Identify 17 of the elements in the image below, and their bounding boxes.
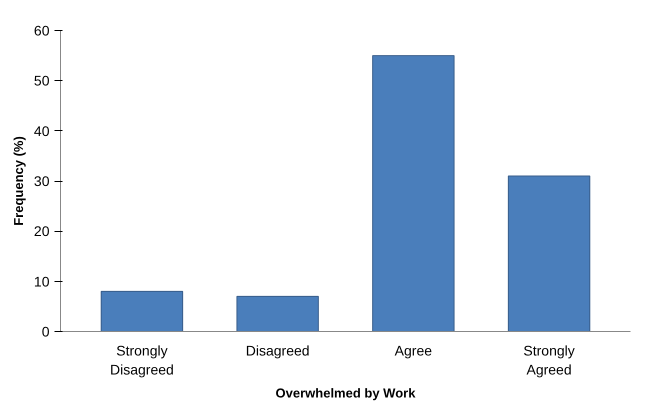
bar: [100, 290, 184, 332]
y-tick-label: 60: [34, 22, 50, 38]
x-tick-label: Strongly Disagreed: [110, 342, 174, 378]
bar: [236, 296, 319, 332]
x-tick-label: Agree: [394, 342, 432, 358]
y-axis-title: Frequency (%): [10, 136, 26, 226]
x-axis-title: Overwhelmed by Work: [276, 386, 416, 401]
bar: [508, 175, 590, 332]
bar: [372, 55, 455, 332]
y-tick-label: 10: [34, 273, 50, 290]
y-tick-label: 50: [34, 72, 50, 89]
y-tick-label: 30: [34, 173, 50, 189]
y-tick-label: 40: [34, 122, 50, 139]
y-tick-label: 20: [34, 223, 50, 240]
x-tick-label: Strongly Agreed: [523, 342, 575, 378]
y-tick-label: 0: [42, 324, 50, 340]
x-tick-label: Disagreed: [246, 342, 310, 358]
